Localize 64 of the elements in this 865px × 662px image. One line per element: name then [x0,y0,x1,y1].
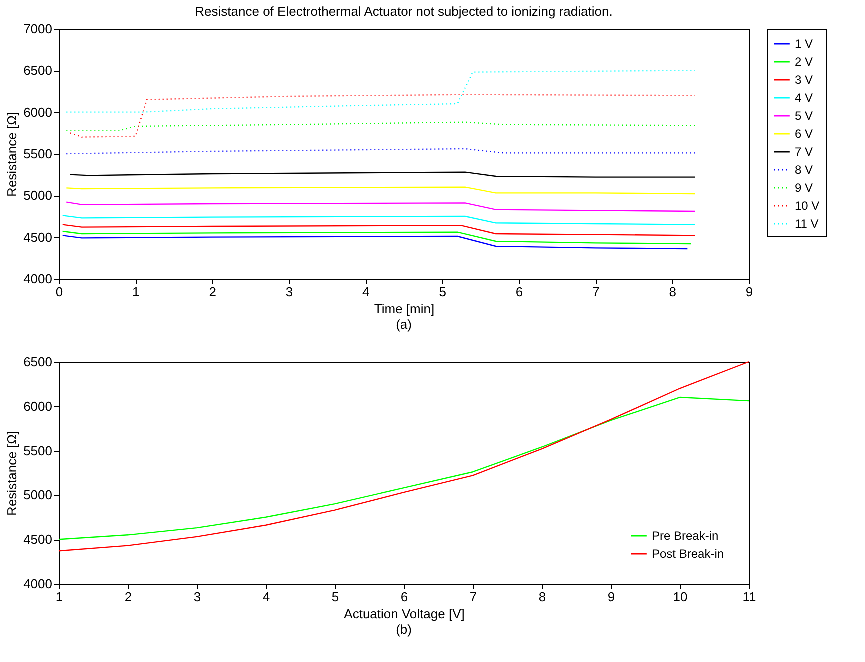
y-tick-label: 7000 [24,22,52,36]
text: (a) [396,317,412,332]
legend-label: 4 V [795,91,814,105]
legend-label: 11 V [795,217,819,231]
legend-label: 7 V [795,145,814,159]
chart-title: Resistance of Electrothermal Actuator not subjected to ionizing radiation. [195,4,613,19]
line-series [58,396,750,540]
x-tick-label: 4 [262,590,270,604]
text: (b) [396,622,412,637]
y-tick-label: 6500 [24,354,52,370]
x-axis-title: Actuation Voltage [V] [344,606,465,622]
y-tick-label: 5000 [24,188,52,204]
x-tick-label: 8 [669,284,676,300]
x-tick-label: 5 [439,284,446,300]
line-series [66,202,696,212]
y-axis-title: Resistance [Ω] [4,431,20,516]
y-tick-label: 4500 [24,230,52,245]
legend-label: 10 V [795,199,820,213]
legend-label: 8 V [795,163,814,177]
line-series [62,215,696,226]
line-series [66,186,696,195]
y-tick-label: 4000 [24,576,52,592]
y-tick-label: 4500 [24,532,52,548]
x-tick-label: 6 [400,590,408,604]
line-series [70,94,696,138]
x-tick-label: 7 [470,590,478,604]
y-tick-label: 4000 [24,272,52,286]
x-tick-label: 8 [538,590,546,604]
line-series [62,224,696,236]
x-tick-label: 5 [332,590,340,604]
line-series [62,235,688,250]
y-tick-label: 5500 [24,443,52,458]
y-tick-label: 5000 [24,488,52,503]
x-tick-label: 1 [132,284,140,300]
line-series [66,70,696,113]
legend-label: 5 V [795,109,814,123]
x-tick-label: 3 [286,284,294,300]
legend-label: 3 V [795,73,814,87]
y-axis-title: Resistance [Ω] [4,112,20,197]
x-tick-label: 3 [194,590,202,604]
y-tick-label: 6000 [24,104,52,120]
legend-label: Post Break-in [652,547,724,561]
legend-label: 6 V [795,127,814,141]
x-tick-label: 2 [124,590,132,604]
x-tick-label: 4 [362,284,370,300]
x-tick-label: 7 [592,284,600,300]
x-tick-label: 11 [742,590,756,604]
x-tick-label: 10 [673,590,688,604]
x-tick-label: 1 [56,590,64,604]
y-tick-label: 6000 [24,398,52,414]
x-tick-label: 2 [209,284,216,300]
legend-label: 2 V [795,55,814,69]
x-tick-label: 9 [608,590,616,604]
y-tick-label: 5500 [24,146,52,162]
x-axis-title: Time [min] [374,302,435,316]
legend-label: 1 V [795,37,814,51]
x-tick-label: 6 [516,284,524,300]
x-tick-label: 0 [56,284,64,300]
legend-label: 9 V [795,181,814,195]
legend-label: Pre Break-in [652,529,719,543]
x-tick-label: 9 [746,284,754,300]
line-series [62,230,692,245]
line-series [66,122,696,132]
y-tick-label: 6500 [24,63,52,78]
